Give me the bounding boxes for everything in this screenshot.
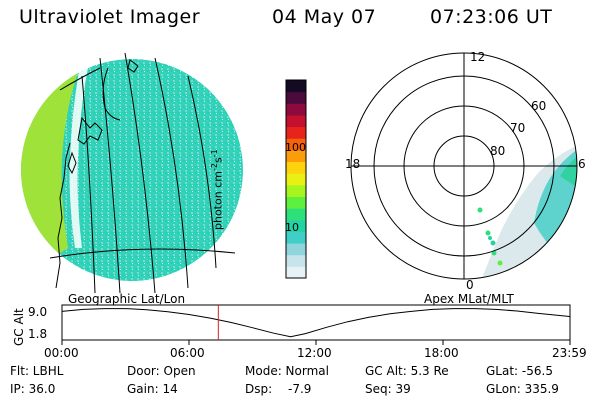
lat-label-80: 80 — [490, 144, 505, 158]
colorbar-unit-label: photon cm-2s-1 — [210, 149, 225, 230]
apex-polar-plot: 12 18 6 0 60 70 80 — [345, 50, 586, 292]
colorbar-band — [286, 254, 306, 267]
mlt-label-12: 12 — [470, 50, 485, 64]
glat-readout: GLat: -56.5 — [486, 364, 553, 378]
timeline-xtick-1800: 18:00 — [424, 346, 459, 360]
colorbar-band — [286, 266, 306, 279]
polar-image-overlay — [477, 143, 577, 279]
timeline-ytick-1-8: 1.8 — [28, 327, 47, 341]
mlt-label-0: 0 — [466, 278, 474, 292]
geographic-image-panel — [21, 52, 243, 293]
timeline-ylabel: GC Alt — [12, 308, 26, 346]
observation-date: 04 May 07 — [272, 6, 377, 28]
colorbar-band — [286, 219, 306, 232]
coastline-outline — [55, 59, 139, 289]
polar-grid — [350, 52, 578, 280]
instrument-title: Ultraviolet Imager — [19, 6, 201, 28]
gain-readout: Gain: 14 — [127, 382, 178, 396]
colorbar-band — [286, 138, 306, 151]
glon-readout: GLon: 335.9 — [486, 382, 559, 396]
ip-readout: IP: 36.0 — [10, 382, 56, 396]
colorbar-band — [286, 80, 306, 93]
colorbar-tick-10: 10 — [285, 221, 299, 234]
colorbar-band — [286, 231, 306, 244]
timeline-xtick-0000: 00:00 — [44, 346, 79, 360]
colorbar-band — [286, 114, 306, 128]
door-readout: Door: Open — [127, 364, 196, 378]
timeline-xtick-0600: 06:00 — [170, 346, 205, 360]
dsp-label: Dsp: — [245, 382, 273, 396]
colorbar-band — [286, 208, 306, 221]
timeline-xtick-2359: 23:59 — [552, 346, 587, 360]
mlt-label-6: 6 — [578, 157, 586, 171]
observation-time: 07:23:06 UT — [430, 6, 553, 28]
lat-label-60: 60 — [531, 99, 546, 113]
colorbar-tick-100: 100 — [285, 141, 306, 154]
seq-readout: Seq: 39 — [365, 382, 411, 396]
colorbar-band — [286, 196, 306, 209]
geographic-grid — [49, 52, 236, 293]
colorbar-band — [286, 103, 306, 116]
colorbar-band — [286, 173, 306, 186]
dsp-value: -7.9 — [288, 382, 312, 396]
lat-label-70: 70 — [510, 121, 525, 135]
colorbar-band — [286, 149, 306, 163]
colorbar-band — [286, 243, 306, 256]
geographic-panel-label: Geographic Lat/Lon — [68, 292, 186, 306]
mlt-label-18: 18 — [345, 157, 360, 171]
mode-readout: Mode: Normal — [245, 364, 329, 378]
gc-alt-readout: GC Alt: 5.3 Re — [365, 364, 449, 378]
colorbar-band — [286, 161, 306, 174]
timeline-ytick-9: 9.0 — [28, 305, 47, 319]
filter-readout: Flt: LBHL — [10, 364, 64, 378]
polar-panel-label: Apex MLat/MLT — [424, 292, 514, 306]
timeline-xtick-1200: 12:00 — [297, 346, 332, 360]
colorbar-band — [286, 184, 306, 197]
timeline-frame — [61, 304, 571, 341]
colorbar-band — [286, 91, 306, 104]
orbit-altitude-timeline: 9.0 1.8 GC Alt — [12, 304, 571, 346]
colorbar — [285, 79, 307, 279]
altitude-curve — [61, 308, 570, 338]
colorbar-band — [286, 126, 306, 139]
